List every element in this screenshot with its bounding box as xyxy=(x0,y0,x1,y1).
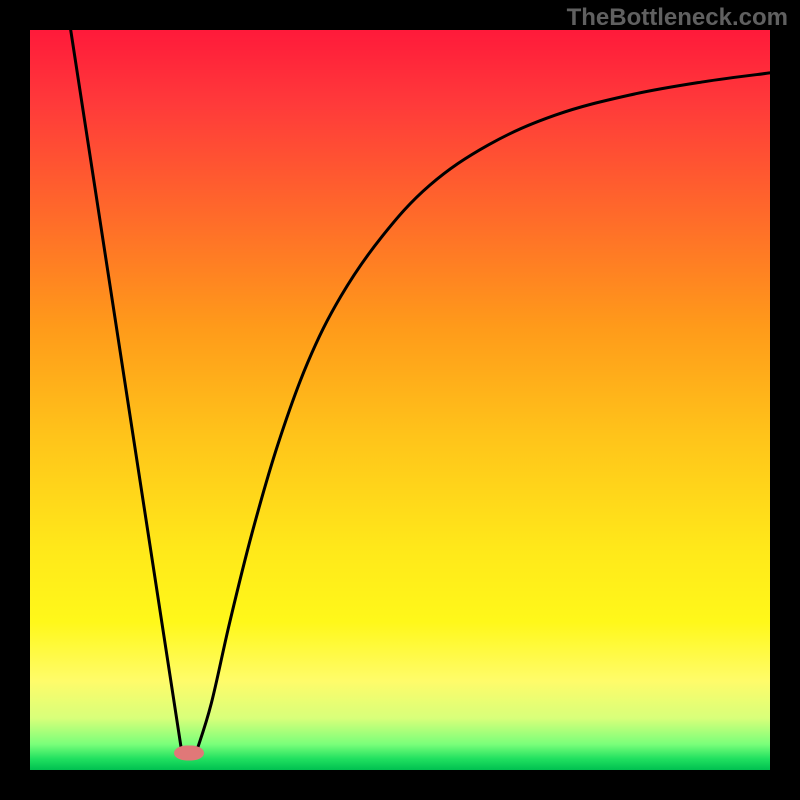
plot-area xyxy=(30,30,770,770)
minimum-marker xyxy=(174,745,204,760)
watermark-text: TheBottleneck.com xyxy=(567,4,788,32)
chart-container: TheBottleneck.com xyxy=(0,0,800,800)
bottleneck-curve xyxy=(30,30,770,770)
